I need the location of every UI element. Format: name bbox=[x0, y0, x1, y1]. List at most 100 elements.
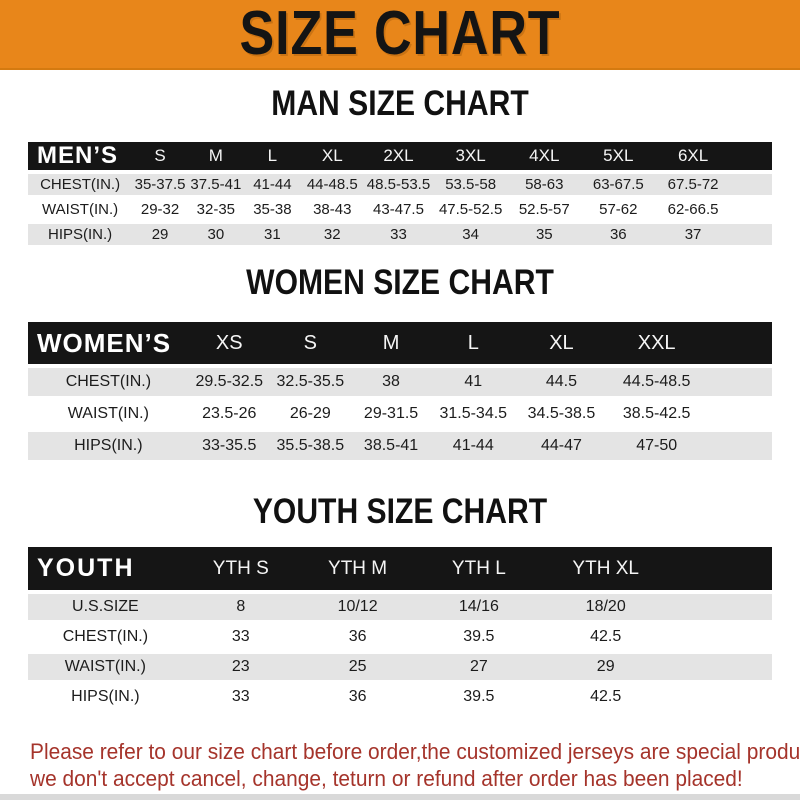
men-size-table: MEN’S S M L XL 2XL 3XL 4XL 5XL 6XL CHEST(IN.) 35-37… bbox=[28, 138, 772, 249]
footer-disclaimer-line1: Please refer to our size chart before or… bbox=[30, 739, 800, 764]
header-spacer bbox=[705, 322, 772, 364]
row-spacer bbox=[705, 432, 772, 460]
table-row: CHEST(IN.) 29.5-32.5 32.5-35.5 38 41 44.5 44.5… bbox=[28, 368, 772, 396]
column-header: L bbox=[243, 142, 302, 170]
header-row: YOUTH YTH S YTH M YTH L YTH XL bbox=[28, 547, 772, 590]
column-header: S bbox=[269, 322, 351, 364]
size-value-cell: 63-67.5 bbox=[580, 174, 656, 195]
women-size-table-wrap: WOMEN’S XS S M L XL XXL CHEST(IN.) 29.5-32.5 32.5… bbox=[28, 318, 772, 464]
size-value-cell: 38.5-42.5 bbox=[607, 400, 706, 428]
row-spacer bbox=[705, 368, 772, 396]
header-spacer bbox=[670, 547, 772, 590]
size-value-cell: 62-66.5 bbox=[655, 199, 731, 220]
size-value-cell: 41 bbox=[431, 368, 516, 396]
column-header: L bbox=[431, 322, 516, 364]
column-header: XS bbox=[188, 322, 270, 364]
banner: SIZE CHART bbox=[0, 0, 800, 70]
table-row: HIPS(IN.) 29 30 31 32 33 34 35 36 37 bbox=[28, 224, 772, 245]
row-spacer bbox=[670, 654, 772, 680]
row-label: WAIST(IN.) bbox=[28, 654, 183, 680]
size-value-cell: 39.5 bbox=[416, 624, 542, 650]
size-value-cell: 30 bbox=[187, 224, 244, 245]
row-label: CHEST(IN.) bbox=[28, 624, 183, 650]
size-value-cell: 32 bbox=[301, 224, 364, 245]
row-spacer bbox=[670, 624, 772, 650]
size-value-cell: 37 bbox=[655, 224, 731, 245]
column-header: 2XL bbox=[363, 142, 434, 170]
column-header: YTH M bbox=[298, 547, 417, 590]
row-spacer bbox=[705, 400, 772, 428]
table-row: HIPS(IN.) 33 36 39.5 42.5 bbox=[28, 684, 772, 710]
row-label: HIPS(IN.) bbox=[28, 432, 189, 460]
row-label: CHEST(IN.) bbox=[28, 368, 189, 396]
size-value-cell: 57-62 bbox=[580, 199, 656, 220]
size-value-cell: 23.5-26 bbox=[188, 400, 270, 428]
size-value-cell: 35.5-38.5 bbox=[269, 432, 351, 460]
youth-section-heading: YOUTH SIZE CHART bbox=[252, 492, 548, 531]
size-value-cell: 48.5-53.5 bbox=[363, 174, 434, 195]
women-size-table: WOMEN’S XS S M L XL XXL CHEST(IN.) 29.5-32.5 32.5… bbox=[28, 318, 772, 464]
men-size-table-wrap: MEN’S S M L XL 2XL 3XL 4XL 5XL 6XL CHEST(IN.) 35-37… bbox=[28, 138, 772, 249]
column-header: 4XL bbox=[507, 142, 581, 170]
size-value-cell: 35-38 bbox=[243, 199, 302, 220]
table-corner-label: MEN’S bbox=[28, 142, 133, 170]
men-section-heading: MAN SIZE CHART bbox=[271, 84, 529, 123]
size-value-cell: 32.5-35.5 bbox=[269, 368, 351, 396]
size-value-cell: 58-63 bbox=[507, 174, 581, 195]
header-row: MEN’S S M L XL 2XL 3XL 4XL 5XL 6XL bbox=[28, 142, 772, 170]
row-spacer bbox=[730, 199, 772, 220]
size-value-cell: 47.5-52.5 bbox=[433, 199, 508, 220]
youth-size-table-wrap: YOUTH YTH S YTH M YTH L YTH XL U.S.SIZE 8 10/12… bbox=[28, 543, 772, 714]
size-value-cell: 36 bbox=[298, 684, 417, 710]
size-value-cell: 27 bbox=[416, 654, 542, 680]
table-corner-label: YOUTH bbox=[28, 547, 183, 590]
size-value-cell: 47-50 bbox=[607, 432, 706, 460]
size-value-cell: 25 bbox=[298, 654, 417, 680]
size-value-cell: 35-37.5 bbox=[132, 174, 188, 195]
column-header: XXL bbox=[607, 322, 706, 364]
size-value-cell: 38.5-41 bbox=[350, 432, 432, 460]
table-row: WAIST(IN.) 23.5-26 26-29 29-31.5 31.5-34.5 34… bbox=[28, 400, 772, 428]
size-value-cell: 31.5-34.5 bbox=[431, 400, 516, 428]
size-value-cell: 8 bbox=[182, 594, 299, 620]
size-value-cell: 41-44 bbox=[243, 174, 302, 195]
size-value-cell: 33 bbox=[182, 684, 299, 710]
row-label: U.S.SIZE bbox=[28, 594, 183, 620]
row-spacer bbox=[730, 174, 772, 195]
table-row: U.S.SIZE 8 10/12 14/16 18/20 bbox=[28, 594, 772, 620]
bottom-strip bbox=[0, 794, 800, 800]
size-value-cell: 33 bbox=[182, 624, 299, 650]
column-header: 5XL bbox=[580, 142, 656, 170]
size-value-cell: 38 bbox=[350, 368, 432, 396]
size-value-cell: 42.5 bbox=[541, 684, 671, 710]
size-value-cell: 52.5-57 bbox=[507, 199, 581, 220]
column-header: YTH S bbox=[182, 547, 299, 590]
table-row: CHEST(IN.) 35-37.5 37.5-41 41-44 44-48.5 48.5… bbox=[28, 174, 772, 195]
row-label: CHEST(IN.) bbox=[28, 174, 133, 195]
size-value-cell: 10/12 bbox=[298, 594, 417, 620]
size-value-cell: 44-47 bbox=[515, 432, 608, 460]
column-header: XL bbox=[515, 322, 608, 364]
size-value-cell: 14/16 bbox=[416, 594, 542, 620]
header-row: WOMEN’S XS S M L XL XXL bbox=[28, 322, 772, 364]
youth-size-table: YOUTH YTH S YTH M YTH L YTH XL U.S.SIZE 8 10/12… bbox=[28, 543, 772, 714]
size-value-cell: 36 bbox=[298, 624, 417, 650]
page-title: SIZE CHART bbox=[239, 0, 561, 68]
size-value-cell: 67.5-72 bbox=[655, 174, 731, 195]
size-value-cell: 33 bbox=[363, 224, 434, 245]
size-value-cell: 39.5 bbox=[416, 684, 542, 710]
size-value-cell: 29-32 bbox=[132, 199, 188, 220]
size-value-cell: 34.5-38.5 bbox=[515, 400, 608, 428]
size-value-cell: 29 bbox=[132, 224, 188, 245]
size-value-cell: 42.5 bbox=[541, 624, 671, 650]
column-header: M bbox=[350, 322, 432, 364]
header-spacer bbox=[730, 142, 772, 170]
table-row: HIPS(IN.) 33-35.5 35.5-38.5 38.5-41 41-44 44-… bbox=[28, 432, 772, 460]
size-value-cell: 38-43 bbox=[301, 199, 364, 220]
column-header: 6XL bbox=[655, 142, 731, 170]
size-value-cell: 18/20 bbox=[541, 594, 671, 620]
size-value-cell: 37.5-41 bbox=[187, 174, 244, 195]
table-row: CHEST(IN.) 33 36 39.5 42.5 bbox=[28, 624, 772, 650]
size-value-cell: 32-35 bbox=[187, 199, 244, 220]
